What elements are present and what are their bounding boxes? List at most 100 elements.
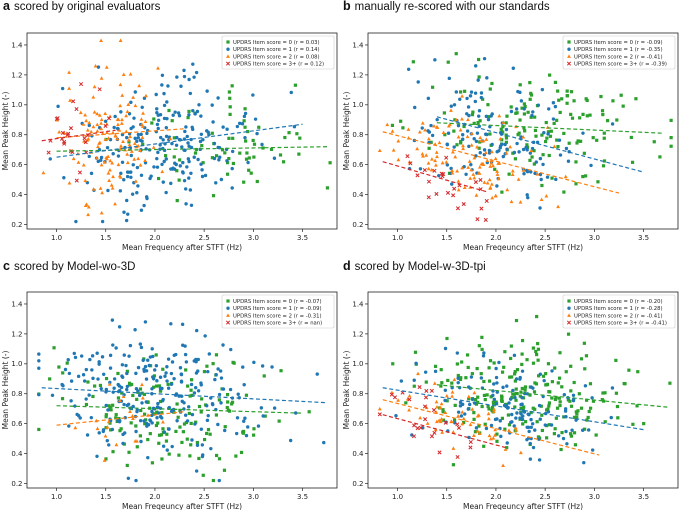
data-point xyxy=(486,411,491,416)
data-point xyxy=(175,198,179,203)
data-point xyxy=(451,446,456,450)
data-point xyxy=(554,416,558,420)
data-point xyxy=(222,468,227,472)
data-point xyxy=(520,352,524,356)
data-point xyxy=(143,412,147,416)
data-point xyxy=(186,157,191,161)
data-point xyxy=(572,431,577,435)
data-point xyxy=(529,417,533,422)
data-point xyxy=(196,357,200,362)
data-point xyxy=(62,141,67,146)
data-point xyxy=(522,102,526,106)
data-point xyxy=(118,398,122,403)
data-point xyxy=(87,123,91,128)
data-point xyxy=(582,427,587,431)
data-point xyxy=(520,362,524,367)
data-point xyxy=(81,122,86,126)
data-point xyxy=(487,151,492,155)
data-point xyxy=(269,147,274,151)
data-point xyxy=(281,160,286,164)
data-point xyxy=(433,369,438,374)
data-point xyxy=(240,122,245,126)
data-point xyxy=(432,124,436,128)
data-point xyxy=(175,402,179,406)
data-point xyxy=(117,420,122,424)
data-point xyxy=(509,109,514,114)
data-point xyxy=(528,393,532,397)
data-point xyxy=(113,133,118,137)
data-point xyxy=(145,424,149,428)
data-point xyxy=(444,160,449,164)
data-point xyxy=(396,138,401,143)
data-point xyxy=(131,125,135,129)
data-point xyxy=(213,377,217,382)
data-point xyxy=(96,377,100,381)
data-point xyxy=(229,347,233,352)
data-point xyxy=(154,423,159,428)
y-tick-label: 1.0 xyxy=(352,101,363,109)
data-point xyxy=(420,126,424,130)
data-point xyxy=(504,136,509,140)
data-point xyxy=(581,131,585,135)
data-point xyxy=(155,156,159,161)
data-point xyxy=(183,129,187,134)
data-point xyxy=(471,110,475,114)
data-point xyxy=(491,163,495,168)
data-point xyxy=(196,369,200,373)
data-point xyxy=(129,170,133,174)
data-point xyxy=(504,151,509,155)
data-point xyxy=(127,140,131,144)
data-point xyxy=(152,117,156,121)
data-point xyxy=(413,350,418,354)
data-point xyxy=(476,78,480,82)
data-point xyxy=(526,412,530,416)
data-point xyxy=(504,127,509,132)
data-point xyxy=(429,123,433,128)
data-point xyxy=(160,457,164,461)
data-point xyxy=(581,428,585,432)
data-point xyxy=(560,431,564,435)
data-point xyxy=(495,439,499,443)
data-point xyxy=(136,365,141,370)
trend-line xyxy=(382,161,487,193)
data-point xyxy=(140,382,144,387)
data-point xyxy=(151,354,155,359)
data-point xyxy=(74,178,79,183)
x-tick-label: 3.0 xyxy=(589,493,600,501)
data-point xyxy=(396,157,401,162)
data-point xyxy=(541,374,546,378)
data-point xyxy=(531,361,536,365)
y-tick-label: 1.2 xyxy=(352,330,363,338)
data-point xyxy=(513,372,517,376)
data-point xyxy=(106,154,111,159)
data-point xyxy=(505,441,509,445)
data-point xyxy=(474,64,478,68)
data-point xyxy=(413,105,417,110)
data-point xyxy=(635,404,639,408)
data-point xyxy=(496,176,501,181)
data-point xyxy=(160,73,165,77)
data-point xyxy=(162,430,167,434)
data-point xyxy=(546,410,551,414)
data-point xyxy=(539,404,543,408)
data-point xyxy=(482,148,487,152)
data-point xyxy=(99,121,103,125)
data-point xyxy=(515,391,519,396)
data-point xyxy=(603,420,607,424)
data-point xyxy=(179,372,184,376)
y-tick-label: 1.2 xyxy=(352,71,363,79)
y-axis-label: Mean Peak Height (-) xyxy=(1,351,10,430)
trend-line xyxy=(382,414,506,449)
data-point xyxy=(166,382,170,386)
data-point xyxy=(500,190,504,194)
data-point xyxy=(569,434,574,438)
data-point xyxy=(544,139,548,144)
data-point xyxy=(456,425,461,430)
legend-marker xyxy=(567,313,571,317)
data-point xyxy=(495,172,500,176)
data-point xyxy=(243,416,247,420)
data-point xyxy=(435,154,439,159)
legend-label: UPDRS Item score = 0 (r = -0.09) xyxy=(574,40,663,46)
data-point xyxy=(196,157,200,162)
